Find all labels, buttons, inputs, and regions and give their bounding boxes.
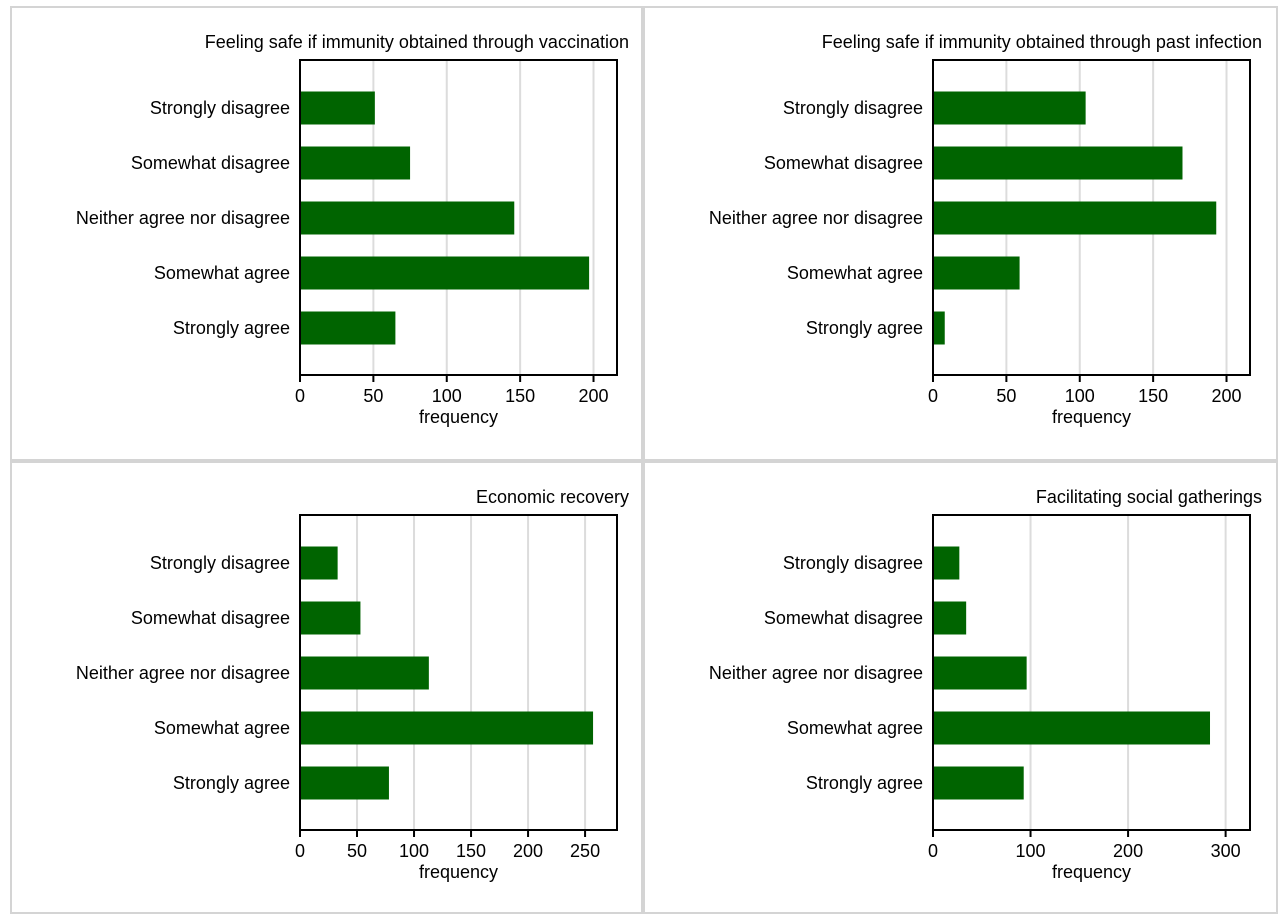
plot-frame (299, 514, 618, 831)
category-label: Strongly disagree (150, 553, 290, 573)
x-tick-label: 250 (570, 841, 600, 861)
x-tick-label: 0 (928, 386, 938, 406)
category-label: Neither agree nor disagree (76, 208, 290, 228)
bar-strongly-agree (933, 311, 945, 345)
bar-neither-agree-nor-disagree (933, 656, 1027, 690)
bar-strongly-disagree (933, 91, 1086, 125)
x-axis-label: frequency (419, 862, 498, 882)
chart-title: Feeling safe if immunity obtained throug… (822, 32, 1262, 52)
x-tick-label: 300 (1211, 841, 1241, 861)
category-label: Somewhat disagree (131, 608, 290, 628)
x-tick-label: 0 (928, 841, 938, 861)
x-tick-label: 200 (513, 841, 543, 861)
bar-strongly-disagree (300, 546, 338, 580)
chart-title: Facilitating social gatherings (1036, 487, 1262, 507)
chart-svg: Strongly disagree Somewhat disagree Neithe… (76, 32, 629, 427)
x-tick-label: 50 (996, 386, 1016, 406)
x-tick-label: 50 (347, 841, 367, 861)
bar-strongly-agree (300, 766, 389, 800)
bar-somewhat-disagree (933, 146, 1183, 180)
bar-strongly-agree (933, 766, 1024, 800)
bar-somewhat-disagree (300, 146, 411, 180)
category-label: Strongly disagree (783, 98, 923, 118)
x-tick-label: 200 (1113, 841, 1143, 861)
x-tick-label: 200 (578, 386, 608, 406)
plot-frame (932, 59, 1251, 376)
chart-svg: Strongly disagree Somewhat disagree Neithe… (76, 487, 629, 882)
x-axis-label: frequency (1052, 862, 1131, 882)
category-label: Somewhat agree (154, 718, 290, 738)
category-label: Somewhat disagree (764, 608, 923, 628)
bar-somewhat-agree (300, 256, 590, 290)
bar-somewhat-disagree (933, 601, 967, 635)
x-tick-label: 100 (1016, 841, 1046, 861)
category-label: Somewhat agree (787, 718, 923, 738)
x-axis-label: frequency (1052, 407, 1131, 427)
category-label: Somewhat agree (154, 263, 290, 283)
category-label: Neither agree nor disagree (76, 663, 290, 683)
x-tick-label: 150 (505, 386, 535, 406)
bar-strongly-disagree (300, 91, 375, 125)
category-label: Strongly agree (806, 318, 923, 338)
chart-panel-1: Strongly disagree Somewhat disagree Neithe… (10, 6, 643, 461)
chart-panel-2: Strongly disagree Somewhat disagree Neithe… (643, 6, 1278, 461)
bar-somewhat-disagree (300, 601, 361, 635)
bar-somewhat-agree (933, 711, 1211, 745)
x-tick-label: 0 (295, 841, 305, 861)
chart-svg: Strongly disagree Somewhat disagree Neithe… (709, 32, 1262, 427)
x-tick-label: 200 (1211, 386, 1241, 406)
chart-panel-4: Strongly disagree Somewhat disagree Neithe… (643, 461, 1278, 914)
x-tick-label: 100 (1065, 386, 1095, 406)
x-tick-label: 150 (1138, 386, 1168, 406)
bar-neither-agree-nor-disagree (933, 201, 1217, 235)
x-tick-label: 0 (295, 386, 305, 406)
x-tick-label: 100 (399, 841, 429, 861)
x-axis-label: frequency (419, 407, 498, 427)
category-label: Strongly agree (173, 318, 290, 338)
x-tick-label: 100 (432, 386, 462, 406)
plot-frame (299, 59, 618, 376)
bar-strongly-agree (300, 311, 396, 345)
category-label: Strongly agree (806, 773, 923, 793)
bar-neither-agree-nor-disagree (300, 201, 515, 235)
chart-panel-3: Strongly disagree Somewhat disagree Neithe… (10, 461, 643, 914)
bar-somewhat-agree (933, 256, 1020, 290)
x-tick-label: 50 (363, 386, 383, 406)
plot-frame (932, 514, 1251, 831)
bar-somewhat-agree (300, 711, 594, 745)
chart-title: Economic recovery (476, 487, 629, 507)
category-label: Strongly agree (173, 773, 290, 793)
chart-svg: Strongly disagree Somewhat disagree Neithe… (709, 487, 1262, 882)
category-label: Somewhat agree (787, 263, 923, 283)
x-tick-label: 150 (456, 841, 486, 861)
chart-title: Feeling safe if immunity obtained throug… (205, 32, 629, 52)
bar-neither-agree-nor-disagree (300, 656, 429, 690)
category-label: Neither agree nor disagree (709, 208, 923, 228)
category-label: Neither agree nor disagree (709, 663, 923, 683)
category-label: Somewhat disagree (764, 153, 923, 173)
bar-strongly-disagree (933, 546, 960, 580)
category-label: Strongly disagree (783, 553, 923, 573)
category-label: Strongly disagree (150, 98, 290, 118)
category-label: Somewhat disagree (131, 153, 290, 173)
